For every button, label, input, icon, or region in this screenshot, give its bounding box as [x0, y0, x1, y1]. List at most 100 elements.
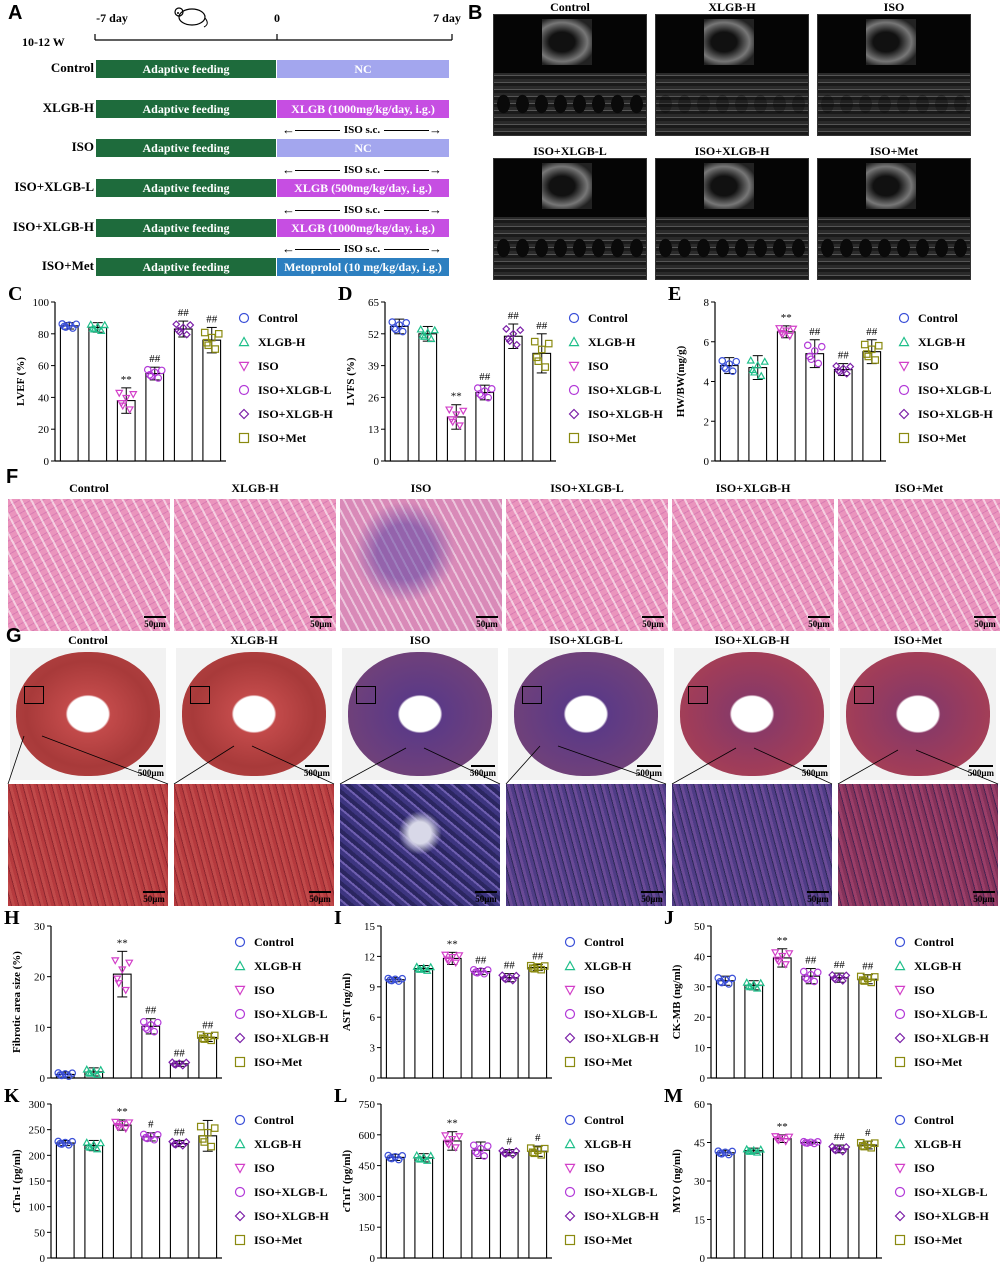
data-point: [512, 1147, 521, 1156]
data-point: [471, 1148, 480, 1156]
y-axis-label: cTn-I (pg/ml): [11, 1149, 23, 1213]
masson-title: XLGB-H: [230, 633, 278, 647]
y-axis-label: CK-MB (ng/ml): [671, 964, 683, 1039]
data-point: [96, 1138, 105, 1147]
y-tick-label: 150: [29, 1176, 46, 1188]
data-point: [170, 1060, 179, 1069]
data-point: [483, 966, 492, 974]
treatment-bar: NC: [277, 139, 449, 157]
legend-label: ISO+XLGB-H: [258, 407, 334, 421]
data-point: [720, 363, 729, 371]
data-point: [117, 399, 126, 408]
y-axis-label: LVFS (%): [345, 357, 357, 406]
significance-mark: ##: [508, 310, 520, 322]
scale-bar: 500μm: [636, 765, 662, 778]
bar-ISO+XLGB-L: [141, 1136, 161, 1259]
legend-marker: [234, 1008, 246, 1020]
data-point: [418, 330, 427, 339]
data-point: [455, 1133, 464, 1141]
data-point: [207, 1142, 216, 1151]
y-tick-label: 20: [694, 1012, 706, 1024]
panel-label-h: H: [4, 907, 20, 929]
data-point: [56, 1071, 65, 1079]
legend-label: XLGB-H: [258, 335, 306, 349]
y-tick-label: 300: [29, 1099, 46, 1111]
bar-ISO: [442, 957, 462, 1079]
bar-XLGB-H: [744, 1150, 764, 1259]
y-tick-label: 300: [359, 1191, 376, 1203]
y-tick-label: 20: [38, 424, 50, 436]
data-point: [114, 980, 123, 988]
day-start-label: -7 day: [96, 11, 128, 25]
significance-mark: ##: [866, 326, 878, 338]
he-title: ISO+Met: [894, 481, 944, 495]
legend-label: ISO+XLGB-H: [254, 1031, 330, 1045]
data-point: [171, 1140, 180, 1149]
day-end-label: 7 day: [433, 11, 461, 25]
data-point: [732, 357, 741, 366]
heart-section-image: 500μm: [10, 648, 166, 780]
scale-bar: 500μm: [470, 765, 496, 778]
data-point: [198, 1034, 207, 1043]
y-tick-label: 26: [368, 392, 380, 404]
data-point: [93, 1144, 102, 1153]
y-tick-label: 60: [694, 1099, 706, 1111]
legend-marker: [234, 1114, 246, 1126]
legend-label: XLGB-H: [584, 1137, 632, 1151]
data-point: [125, 959, 134, 968]
y-tick-label: 10: [694, 1043, 706, 1055]
chart-c: C 0 20 40 60 80 100 LVEF (%) ** ## ## ## Control XLGB…: [8, 283, 334, 468]
treatment-bar: Metoprolol (10 mg/kg/day, i.g.): [277, 258, 449, 276]
y-tick-label: 30: [694, 1176, 706, 1188]
data-point: [89, 1066, 98, 1075]
data-point: [174, 326, 183, 335]
he-title: ISO+XLGB-L: [550, 481, 624, 495]
legend-marker: [898, 432, 910, 444]
significance-mark: ##: [149, 353, 161, 365]
data-point: [207, 333, 216, 342]
data-point: [86, 320, 95, 328]
legend-marker: [238, 361, 250, 372]
data-point: [423, 966, 432, 974]
data-point: [473, 1149, 482, 1158]
panel-label-j: J: [664, 907, 674, 929]
data-point: [756, 978, 765, 987]
data-point: [509, 329, 518, 338]
y-tick-label: 40: [38, 392, 50, 404]
legend-label: ISO+XLGB-H: [584, 1209, 660, 1223]
data-point: [175, 1059, 184, 1068]
bar-ISO: [442, 1140, 462, 1259]
zoom-image: 50μm: [672, 784, 832, 906]
scale-bar: 50μm: [808, 616, 830, 629]
y-tick-label: 4: [704, 377, 710, 389]
data-point: [186, 321, 195, 330]
data-point: [516, 326, 525, 335]
legend-label: ISO+Met: [254, 1055, 302, 1069]
legend-label: Control: [914, 1113, 954, 1127]
panel-label-e: E: [668, 283, 681, 305]
echo-image: [655, 158, 809, 280]
scale-bar: 50μm: [807, 891, 829, 904]
data-point: [742, 978, 751, 986]
data-point: [416, 965, 425, 973]
significance-mark: ##: [532, 951, 544, 963]
data-point: [484, 393, 493, 402]
data-point: [452, 411, 461, 419]
y-tick-label: 0: [374, 456, 380, 468]
bar-ISO+XLGB-L: [805, 353, 825, 462]
bar-ISO+Met: [202, 339, 222, 462]
legend-marker: [894, 1032, 906, 1044]
legend-marker: [234, 936, 246, 948]
data-point: [202, 338, 211, 347]
significance-mark: ##: [202, 1019, 214, 1031]
data-point: [414, 1154, 423, 1162]
connector-line: [173, 745, 235, 785]
data-point: [386, 976, 395, 984]
adaptive-feeding-bar: Adaptive feeding: [96, 219, 276, 237]
legend-marker: [564, 1032, 576, 1044]
age-label: 10-12 W: [22, 35, 65, 49]
scale-bar: 50μm: [310, 616, 332, 629]
data-point: [157, 366, 166, 375]
data-point: [753, 984, 762, 992]
panel-label-b: B: [468, 2, 483, 24]
